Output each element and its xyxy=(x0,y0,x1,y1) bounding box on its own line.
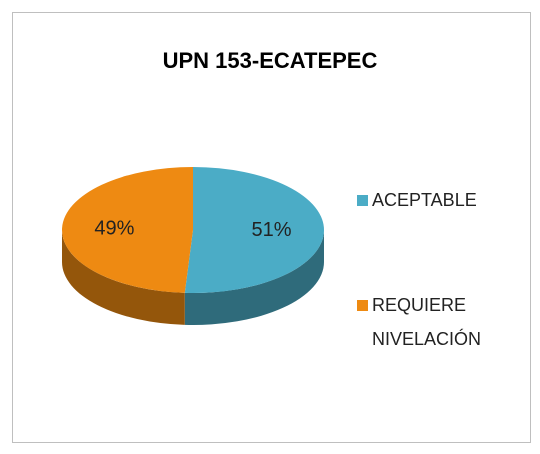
legend-swatch xyxy=(357,300,368,311)
legend-swatch xyxy=(357,195,368,206)
data-label: 51% xyxy=(252,219,292,241)
slice-side xyxy=(62,230,185,325)
slice-side xyxy=(184,230,324,325)
legend-label: REQUIERE NIVELACIÓN xyxy=(372,295,482,349)
slice xyxy=(184,167,325,293)
slice xyxy=(62,167,194,293)
data-label: 49% xyxy=(94,217,134,239)
chart-title: UPN 153-ECATEPEC xyxy=(163,48,378,73)
legend-label: ACEPTABLE xyxy=(372,190,477,210)
